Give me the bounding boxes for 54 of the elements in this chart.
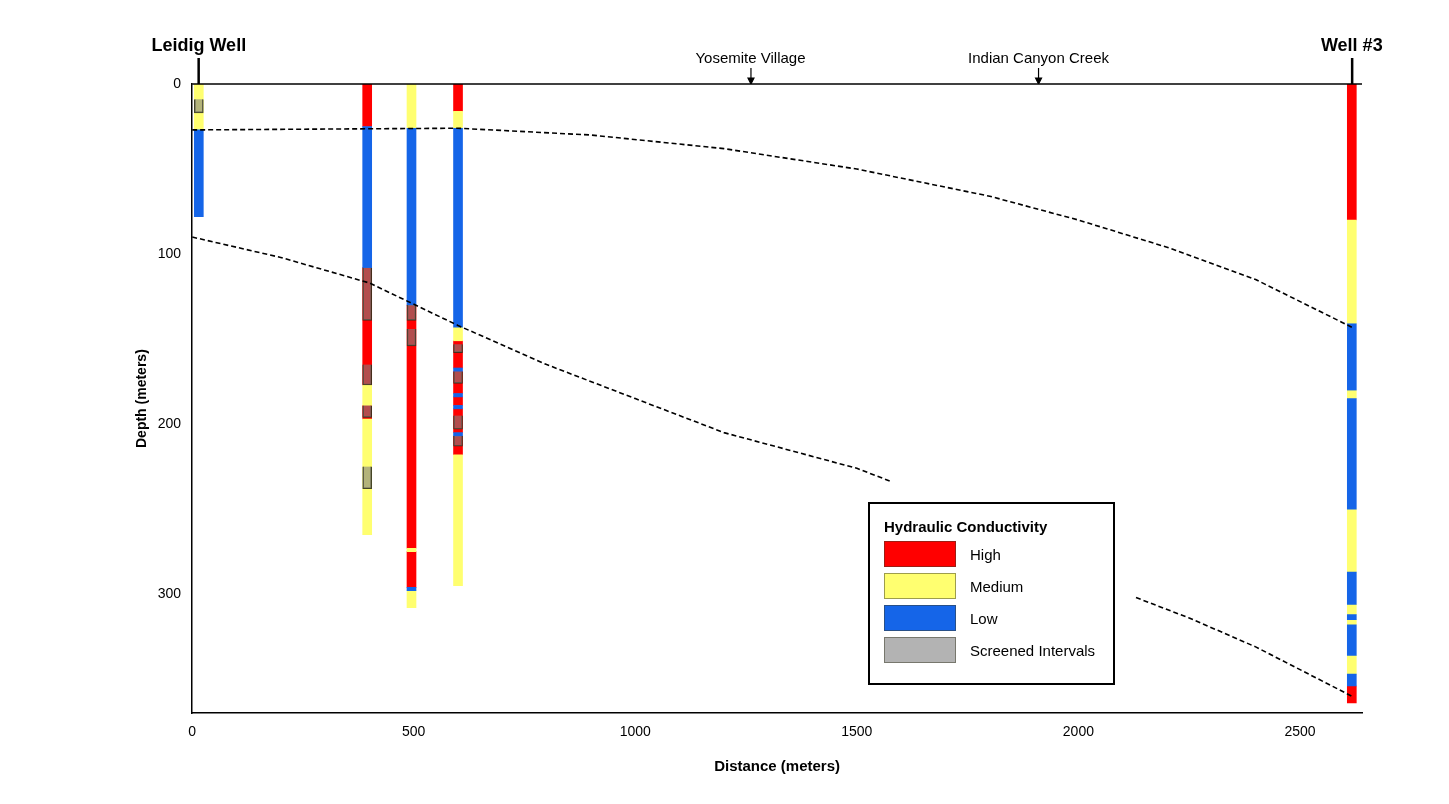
x-tick-label: 500 [402, 723, 426, 740]
bar [406, 547, 417, 552]
bar [1346, 389, 1357, 399]
bar [1346, 508, 1357, 573]
bar [1346, 84, 1357, 221]
y-tick-label: 0 [173, 74, 182, 91]
bar [1346, 323, 1357, 391]
bar [453, 396, 463, 406]
legend-label: Screened Intervals [970, 641, 1096, 659]
annotation: Leidig Well [151, 35, 247, 56]
bar [1346, 398, 1357, 510]
legend-title: Hydraulic Conductivity [884, 518, 1049, 536]
x-tick-label: 0 [188, 723, 197, 740]
y-tick-label: 100 [157, 244, 182, 261]
bar [453, 367, 463, 372]
bar [406, 84, 417, 129]
x-tick-label: 1000 [619, 723, 652, 740]
bar [1346, 655, 1357, 675]
bar [406, 304, 417, 549]
bar [362, 418, 373, 535]
bar [453, 432, 463, 437]
annotation: Indian Canyon Creek [968, 49, 1109, 66]
bar [406, 551, 417, 588]
x-tick-label: 2000 [1062, 723, 1095, 740]
bar [406, 127, 417, 306]
y-tick-label: 300 [157, 585, 182, 602]
bar [453, 393, 463, 398]
bar [453, 454, 463, 586]
bar [1346, 614, 1357, 620]
annotation: Well #3 [1320, 35, 1383, 56]
y-tick-label: 200 [157, 414, 182, 431]
y-axis-title: Depth (meters) [133, 349, 150, 448]
bar [453, 84, 463, 112]
bar [1346, 219, 1357, 325]
legend-label: High [970, 545, 1001, 563]
x-axis-title: Distance (meters) [714, 757, 841, 775]
bar [193, 129, 204, 217]
bar [1346, 571, 1357, 605]
bar [453, 127, 463, 328]
bar [453, 326, 463, 342]
bar [406, 587, 417, 592]
x-tick-label: 2500 [1284, 723, 1316, 740]
bar [362, 126, 373, 268]
annotation: Yosemite Village [695, 49, 806, 66]
bar [453, 110, 463, 129]
bar [1346, 673, 1357, 687]
bar [362, 384, 373, 406]
legend-label: Medium [970, 577, 1024, 595]
bar [362, 84, 373, 127]
bar [1346, 685, 1357, 704]
bar [453, 405, 463, 410]
legend-label: Low [970, 609, 998, 627]
x-tick-label: 1500 [841, 723, 873, 740]
bar [1346, 624, 1357, 656]
